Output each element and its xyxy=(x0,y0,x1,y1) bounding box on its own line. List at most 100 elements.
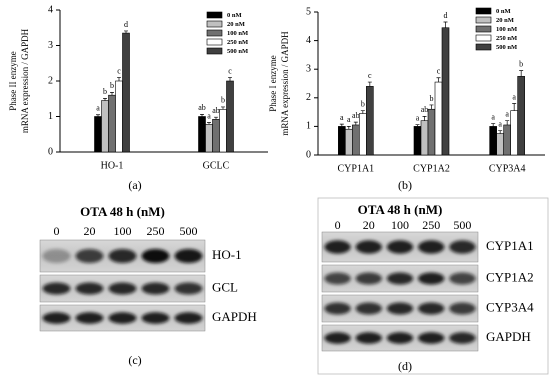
blot-band xyxy=(141,312,170,324)
blot-band xyxy=(418,272,445,285)
error-bar xyxy=(415,124,420,127)
blot-band xyxy=(355,240,382,254)
blot-title: OTA 48 h (nM) xyxy=(80,204,165,219)
lane-label: 250 xyxy=(422,218,440,232)
y-tick-label: 5 xyxy=(306,6,311,17)
blot-band xyxy=(386,332,414,344)
blot-band xyxy=(449,302,476,315)
error-bar xyxy=(96,114,100,117)
error-bar xyxy=(512,103,517,111)
bar xyxy=(94,116,102,153)
y-tick-label: 1 xyxy=(48,111,53,122)
significance-letter: b xyxy=(430,94,434,103)
significance-letter: ab xyxy=(421,105,429,114)
bar xyxy=(366,86,374,156)
error-bar xyxy=(110,92,114,96)
blot-band xyxy=(355,302,382,315)
significance-letter: b xyxy=(110,81,114,90)
legend-label: 100 nM xyxy=(227,30,248,37)
blot-band xyxy=(75,282,104,295)
significance-letter: a xyxy=(347,115,351,124)
significance-letter: a xyxy=(340,113,344,122)
bar xyxy=(345,128,353,156)
error-bar xyxy=(103,98,107,101)
error-bar xyxy=(353,121,358,125)
blot-band xyxy=(42,248,71,264)
y-tick-label: 0 xyxy=(306,149,311,160)
blot-band xyxy=(355,332,382,344)
lane-label: 0 xyxy=(54,224,60,238)
row-label: HO-1 xyxy=(212,247,242,262)
legend-swatch xyxy=(206,38,223,46)
blot-band xyxy=(449,272,476,285)
y-tick-label: 0 xyxy=(48,146,53,157)
bar xyxy=(359,113,367,156)
significance-letter: a xyxy=(512,92,516,101)
blot-band xyxy=(418,302,445,315)
blot-band xyxy=(141,248,170,264)
significance-letter: ab xyxy=(198,103,206,112)
legend-swatch xyxy=(475,43,492,51)
y-tick-label: 2 xyxy=(48,75,53,86)
error-bar xyxy=(200,114,204,117)
legend-swatch xyxy=(206,11,223,19)
blot-band xyxy=(418,332,445,344)
blot-band xyxy=(174,248,203,264)
error-bar xyxy=(367,81,372,87)
y-axis-label: mRNA expression / GAPDH xyxy=(280,31,290,136)
y-axis-label: Phase I enzyme xyxy=(268,55,278,111)
error-bar xyxy=(339,123,344,127)
panel-caption: (d) xyxy=(398,359,412,373)
row-label: GCL xyxy=(212,279,238,294)
y-tick-label: 3 xyxy=(48,40,53,51)
bar xyxy=(427,108,436,156)
significance-letter: ab xyxy=(352,111,360,120)
blot-band xyxy=(386,240,414,254)
error-bar xyxy=(117,77,121,81)
panel-caption: (c) xyxy=(128,353,141,367)
x-tick-label: GCLC xyxy=(203,160,230,171)
blot-title: OTA 48 h (nM) xyxy=(358,202,443,217)
error-bar xyxy=(505,120,510,125)
error-bar xyxy=(360,110,365,114)
bar xyxy=(122,32,130,153)
significance-letter: b xyxy=(221,96,225,105)
significance-letter: b xyxy=(103,87,107,96)
legend-label: 0 nM xyxy=(227,12,242,19)
error-bar xyxy=(436,77,441,83)
lane-label: 500 xyxy=(453,218,471,232)
blot-band xyxy=(449,240,476,254)
bar xyxy=(198,116,206,153)
error-bar xyxy=(221,106,225,110)
bar xyxy=(517,76,525,156)
blot-band xyxy=(108,312,137,324)
bar xyxy=(338,126,346,156)
error-bar xyxy=(422,116,427,121)
legend-swatch xyxy=(475,7,492,15)
blot-band xyxy=(324,302,351,315)
significance-letter: a xyxy=(207,111,211,120)
significance-letter: ab xyxy=(212,106,220,115)
legend-swatch xyxy=(475,34,492,42)
lane-label: 20 xyxy=(84,224,96,238)
blot-band xyxy=(324,240,351,254)
bar xyxy=(219,109,227,153)
blot-band xyxy=(449,332,476,344)
significance-letter: b xyxy=(519,59,523,68)
y-tick-label: 1 xyxy=(306,121,311,132)
lane-label: 20 xyxy=(363,218,375,232)
panel-caption: (a) xyxy=(128,178,141,192)
y-axis-label: mRNA expression / GAPDH xyxy=(20,28,30,133)
y-tick-label: 4 xyxy=(306,35,311,46)
blot-band xyxy=(108,282,137,295)
y-axis-label: Phase II enzyme xyxy=(8,51,18,110)
bar xyxy=(413,126,422,156)
bar xyxy=(205,124,213,153)
error-bar xyxy=(214,116,218,120)
bar xyxy=(496,133,504,156)
significance-letter: c xyxy=(228,66,232,75)
significance-letter: a xyxy=(498,120,502,129)
lane-label: 100 xyxy=(391,218,409,232)
row-label: GAPDH xyxy=(486,329,531,344)
